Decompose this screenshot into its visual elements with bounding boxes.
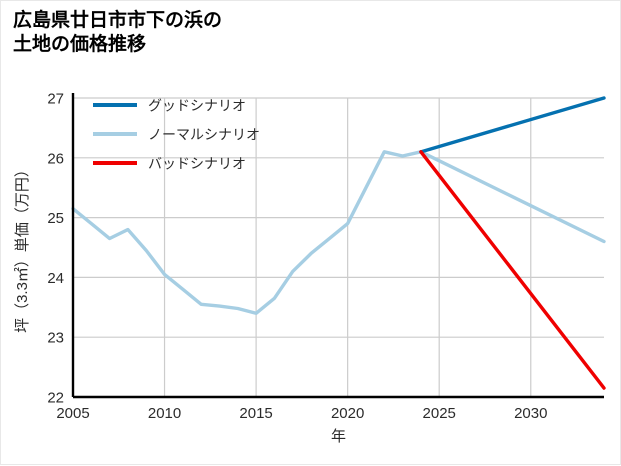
y-tick-labels: 22 23 24 25 26 27: [47, 91, 64, 407]
x-tick-labels: 2005 2010 2015 2020 2025 2030: [56, 405, 547, 422]
legend-label: ノーマルシナリオ: [148, 127, 260, 143]
legend-label: グッドシナリオ: [148, 98, 246, 114]
x-tick-label: 2010: [148, 405, 181, 422]
x-tick-label: 2030: [514, 405, 547, 422]
x-tick-label: 2025: [423, 405, 456, 422]
gridlines: [72, 97, 604, 398]
y-tick-label: 25: [47, 210, 64, 227]
axis-lines: [71, 93, 604, 399]
y-tick-label: 24: [47, 270, 64, 287]
legend-label: バッドシナリオ: [148, 156, 246, 172]
x-tick-label: 2020: [331, 405, 364, 422]
x-tick-label: 2015: [239, 405, 272, 422]
series-lines: [71, 96, 606, 390]
x-axis-title: 年: [331, 428, 346, 445]
series-line: [419, 96, 606, 154]
y-tick-label: 27: [47, 91, 64, 108]
x-tick-label: 2005: [56, 405, 89, 422]
y-tick-label: 22: [47, 390, 64, 407]
page-title: 広島県廿日市市下の浜の 土地の価格推移: [13, 10, 223, 56]
y-axis-title: 坪（3.3㎡）単価（万円）: [14, 162, 31, 333]
series-line: [419, 150, 606, 390]
y-tick-label: 26: [47, 150, 64, 167]
y-tick-label: 23: [47, 330, 64, 347]
series-line: [71, 150, 606, 315]
